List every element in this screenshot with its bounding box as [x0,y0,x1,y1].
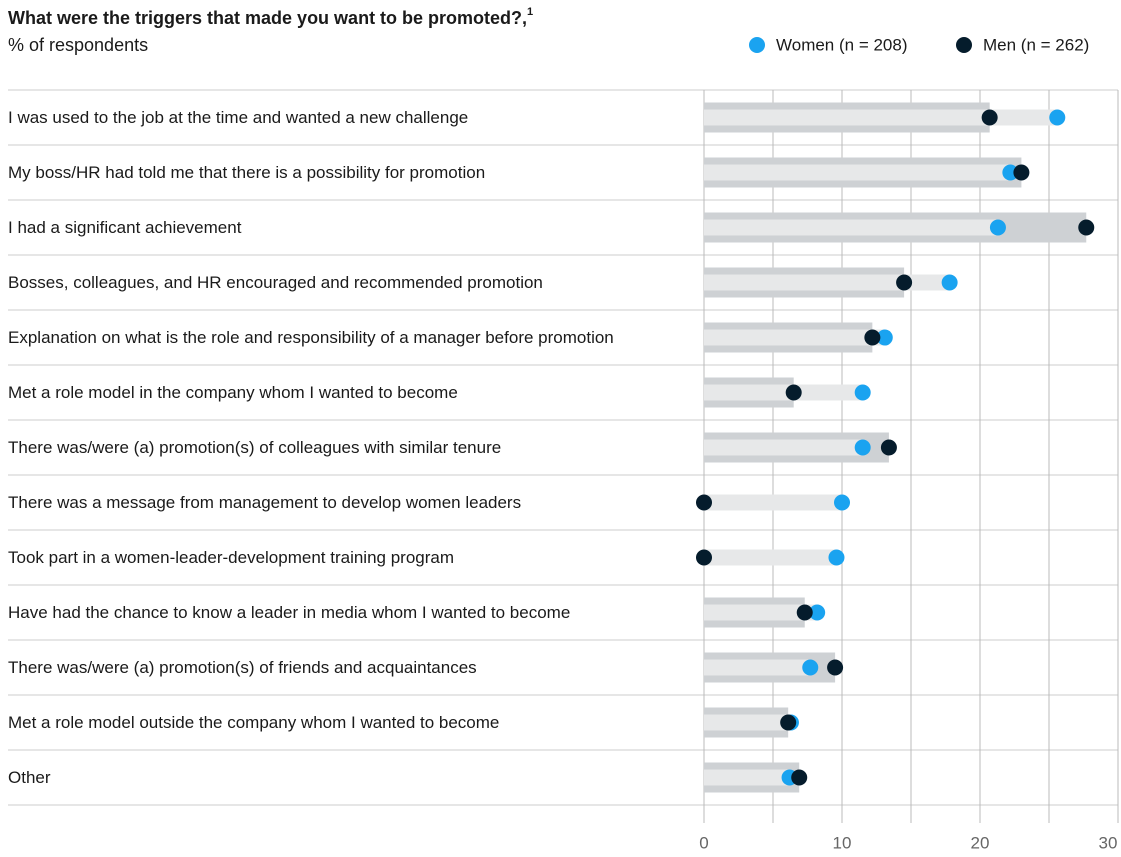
bar [704,164,1011,181]
dot [854,384,871,401]
category-label: My boss/HR had told me that there is a p… [8,163,485,182]
chart-title: What were the triggers that made you wan… [8,6,533,28]
category-label: Other [8,768,51,787]
bar [704,659,811,676]
dot [1002,164,1019,181]
category-label: Took part in a women-leader-development … [8,548,454,567]
bar [704,109,1058,126]
dot [791,769,808,786]
dot [864,329,881,346]
legend-label: Women (n = 208) [776,35,908,54]
bar [704,439,863,456]
bar [704,494,842,511]
bar [704,329,885,346]
category-label: I had a significant achievement [8,218,242,237]
legend-label: Men (n = 262) [983,35,1089,54]
x-tick-label: 10 [833,833,852,852]
dot [834,494,850,511]
title-text: What were the triggers that made you wan… [8,8,527,28]
title-footnote: 1 [527,6,533,18]
dot [981,109,998,126]
bar [704,549,837,566]
category-label: Explanation on what is the role and resp… [8,328,614,347]
x-tick-label: 0 [699,833,708,852]
dot [880,439,897,456]
dot [827,659,844,676]
dot [1049,109,1066,126]
dot [780,714,797,731]
dot [1013,164,1030,181]
legend-marker [749,37,765,53]
dot [854,439,871,456]
dot [785,384,802,401]
dot [696,549,712,566]
category-label: There was/were (a) promotion(s) of colle… [8,438,501,457]
category-label: Met a role model in the company whom I w… [8,383,458,402]
dot [809,604,826,621]
bar [704,604,818,621]
category-label: Bosses, colleagues, and HR encouraged an… [8,273,543,292]
x-tick-label: 30 [1099,833,1118,852]
category-label: There was a message from management to d… [8,493,521,512]
category-label: Have had the chance to know a leader in … [8,603,570,622]
dot [941,274,958,291]
category-label: I was used to the job at the time and wa… [8,108,468,127]
dot [896,274,913,291]
bar [704,714,791,731]
x-tick-label: 20 [971,833,990,852]
dot [876,329,893,346]
dot [1078,219,1095,236]
dot [796,604,813,621]
bar [704,384,863,401]
bar [704,219,998,236]
legend-marker [956,37,972,53]
bar [704,769,790,786]
dot [802,659,819,676]
dot [989,219,1006,236]
dot [828,549,845,566]
bar [704,274,950,291]
chart-subtitle: % of respondents [8,35,148,55]
category-label: Met a role model outside the company who… [8,713,499,732]
category-label: There was/were (a) promotion(s) of frien… [8,658,477,677]
dot [696,494,712,511]
